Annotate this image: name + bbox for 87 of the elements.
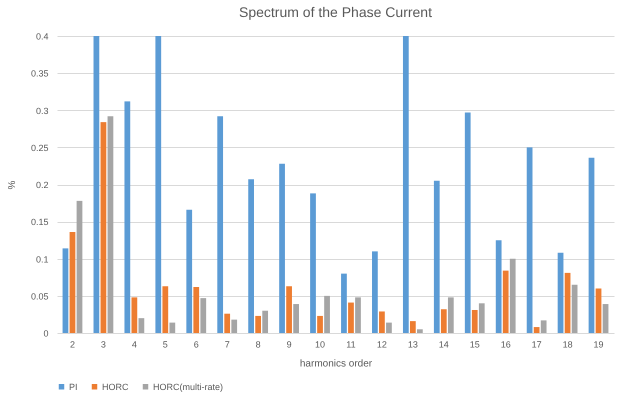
bar (558, 252, 564, 333)
bar (502, 270, 509, 333)
bar (217, 116, 224, 333)
x-tick-label: 3 (100, 340, 106, 350)
bar (386, 322, 392, 333)
bar (162, 286, 168, 333)
bar (440, 309, 447, 333)
bar (100, 122, 106, 333)
bar (231, 320, 238, 333)
x-tick-label: 15 (470, 340, 480, 350)
bar (108, 116, 114, 333)
bar (155, 36, 162, 333)
x-tick-label: 9 (286, 340, 292, 350)
x-tick-label: 10 (315, 340, 326, 350)
bar (186, 210, 192, 333)
y-tick-label: 0.1 (36, 254, 48, 264)
bar (62, 248, 68, 333)
bar (341, 274, 347, 333)
bar (200, 298, 206, 333)
bar (448, 297, 454, 333)
bar (402, 36, 409, 333)
x-tick-label: 19 (594, 340, 604, 350)
bar (355, 297, 361, 333)
bar (596, 288, 602, 333)
bar (602, 304, 608, 333)
bar (464, 112, 471, 333)
bar (472, 310, 478, 333)
bar (410, 321, 416, 333)
bar (588, 158, 594, 333)
bar (262, 310, 268, 333)
bar (248, 179, 254, 333)
x-tick-label: 12 (376, 340, 387, 350)
bar (138, 318, 144, 333)
x-axis-title: harmonics order (300, 358, 373, 370)
bar (70, 232, 76, 333)
x-tick-label: 16 (500, 340, 511, 350)
bar (169, 322, 176, 333)
bar (224, 314, 230, 333)
y-tick-label: 0 (43, 328, 48, 338)
legend-label: HORC(multi-rate) (153, 382, 224, 392)
bar (478, 303, 485, 333)
x-tick-label: 4 (132, 340, 137, 350)
bar (324, 296, 330, 333)
x-tick-label: 11 (346, 340, 356, 350)
y-tick-label: 0.15 (30, 217, 48, 228)
x-tick-label: 18 (562, 340, 573, 350)
bar (317, 316, 323, 333)
bar (526, 147, 532, 333)
chart-title: Spectrum of the Phase Current (239, 4, 432, 20)
bar (255, 316, 262, 333)
x-tick-label: 14 (438, 340, 449, 350)
x-tick-label: 5 (162, 340, 168, 350)
x-tick-label: 13 (408, 340, 418, 350)
bar (293, 304, 299, 333)
y-tick-label: 0.3 (36, 106, 48, 116)
bar (379, 311, 385, 333)
bar (572, 284, 578, 333)
bar (131, 297, 138, 333)
bar (279, 164, 285, 333)
bar (310, 193, 316, 333)
bar (124, 101, 130, 333)
bar (348, 302, 354, 333)
bar (94, 36, 100, 333)
y-axis-title: % (6, 180, 18, 190)
x-tick-label: 17 (532, 340, 542, 350)
bar (540, 320, 547, 333)
bar (534, 327, 540, 333)
bar (434, 180, 440, 333)
x-tick-label: 7 (224, 340, 230, 350)
x-tick-label: 6 (194, 340, 199, 350)
bar (564, 272, 570, 333)
bar (193, 286, 200, 333)
bar (372, 251, 378, 333)
y-tick-label: 0.35 (30, 68, 48, 79)
bar (286, 286, 292, 333)
legend-label: HORC (102, 382, 129, 392)
legend-label: PI (69, 382, 78, 392)
bar (76, 200, 82, 333)
bar (510, 258, 516, 333)
x-tick-label: 2 (70, 340, 75, 350)
y-tick-label: 0.05 (30, 291, 48, 302)
x-tick-label: 8 (256, 340, 261, 350)
bar (417, 329, 423, 333)
y-tick-label: 0.4 (36, 32, 48, 42)
bar (496, 240, 502, 333)
y-tick-label: 0.25 (30, 142, 48, 153)
y-tick-label: 0.2 (36, 180, 48, 190)
